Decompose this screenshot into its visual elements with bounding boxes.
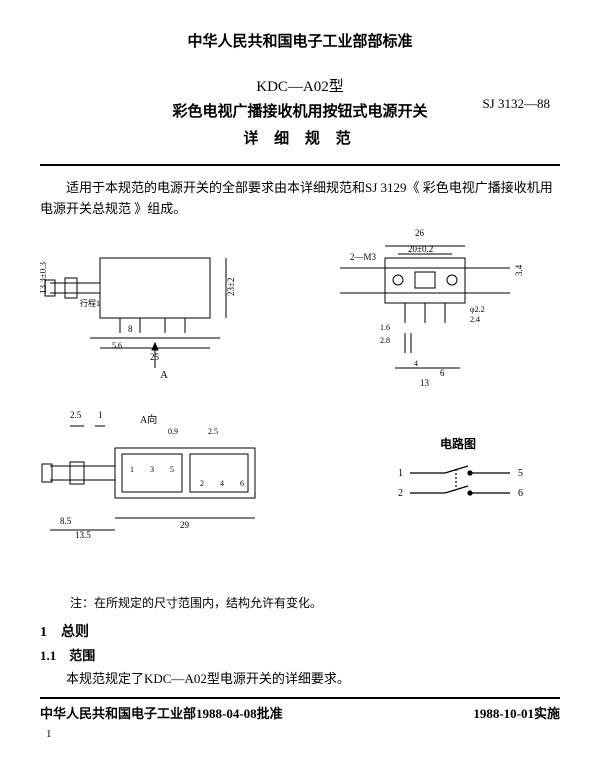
section-1: 1 总则 xyxy=(40,621,560,641)
document-id: SJ 3132—88 xyxy=(482,96,550,112)
dim-label: 5.6 xyxy=(112,341,122,350)
dim-label: 25 xyxy=(150,352,160,362)
dim-label: 8 xyxy=(128,324,133,334)
section-1-1-text: 本规范规定了KDC—A02型电源开关的详细要求。 xyxy=(40,668,560,687)
dim-label: 13.3±0.3 xyxy=(40,261,48,293)
dim-label: 13.5 xyxy=(75,530,91,540)
pin-label: 5 xyxy=(518,468,523,479)
section-1-1: 1.1 范围 xyxy=(40,645,560,664)
dim-label: 行程1 xyxy=(80,298,100,308)
page-number: 1 xyxy=(46,728,560,740)
circuit-title: 电路图 xyxy=(440,436,476,451)
dim-label: 2.5 xyxy=(208,427,218,436)
approval-date: 中华人民共和国电子工业部1988-04-08批准 xyxy=(40,703,283,722)
diagram-note: 注：在所规定的尺寸范围内，结构允许有变化。 xyxy=(70,594,560,611)
dim-label: 2—M3 xyxy=(350,252,377,262)
dim-label: 6 xyxy=(440,368,445,378)
dim-label: 1 xyxy=(98,410,103,420)
dim-label: 8.5 xyxy=(60,516,72,526)
divider-top xyxy=(40,164,560,166)
view-label: A xyxy=(160,369,168,381)
divider-bottom xyxy=(40,697,560,699)
dim-label: 2.4 xyxy=(470,315,480,324)
pin-label: 6 xyxy=(240,479,244,488)
standard-header: 中华人民共和国电子工业部部标准 xyxy=(40,30,560,51)
technical-diagram: 13.3±0.3 行程1 8 5.6 25 23±2 A xyxy=(40,228,560,588)
dim-label: 26 xyxy=(415,228,425,238)
pin-label: 5 xyxy=(170,465,174,474)
dim-label: 2.8 xyxy=(380,336,390,345)
dim-label: 0.9 xyxy=(168,427,178,436)
dim-label: 2.5 xyxy=(70,410,82,420)
view-label: A向 xyxy=(140,413,157,426)
dim-label: 1.6 xyxy=(380,323,390,332)
pin-label: 4 xyxy=(220,479,224,488)
pin-label: 6 xyxy=(518,488,523,499)
dim-label: φ2.2 xyxy=(470,305,485,314)
dim-label: 4 xyxy=(414,359,418,368)
pin-label: 3 xyxy=(150,465,154,474)
dim-label: 29 xyxy=(180,520,190,530)
intro-paragraph: 适用于本规范的电源开关的全部要求由本详细规范和SJ 3129《 彩色电视广播接收… xyxy=(40,178,560,220)
pin-label: 2 xyxy=(398,488,403,499)
effective-date: 1988-10-01实施 xyxy=(473,703,560,722)
model-number: KDC—A02型 xyxy=(40,75,560,96)
pin-label: 1 xyxy=(130,465,134,474)
pin-label: 1 xyxy=(398,468,403,479)
dim-label: 20±0.2 xyxy=(408,244,433,254)
dim-label: 23±2 xyxy=(226,277,236,295)
pin-label: 2 xyxy=(200,479,204,488)
dim-label: 3.4 xyxy=(514,264,524,276)
dim-label: 13 xyxy=(420,378,430,388)
sub-title: 详 细 规 范 xyxy=(40,127,560,148)
